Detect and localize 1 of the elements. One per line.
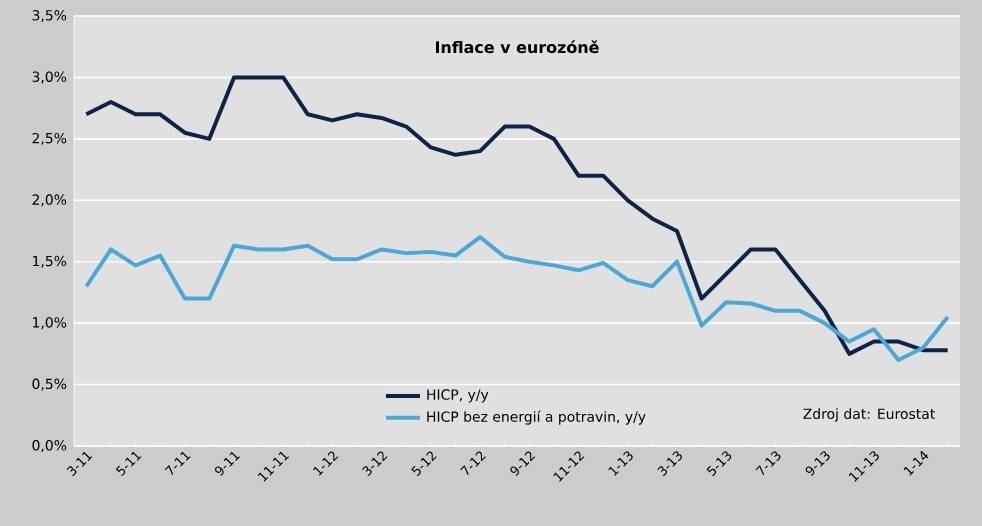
line-series: [84, 235, 950, 362]
